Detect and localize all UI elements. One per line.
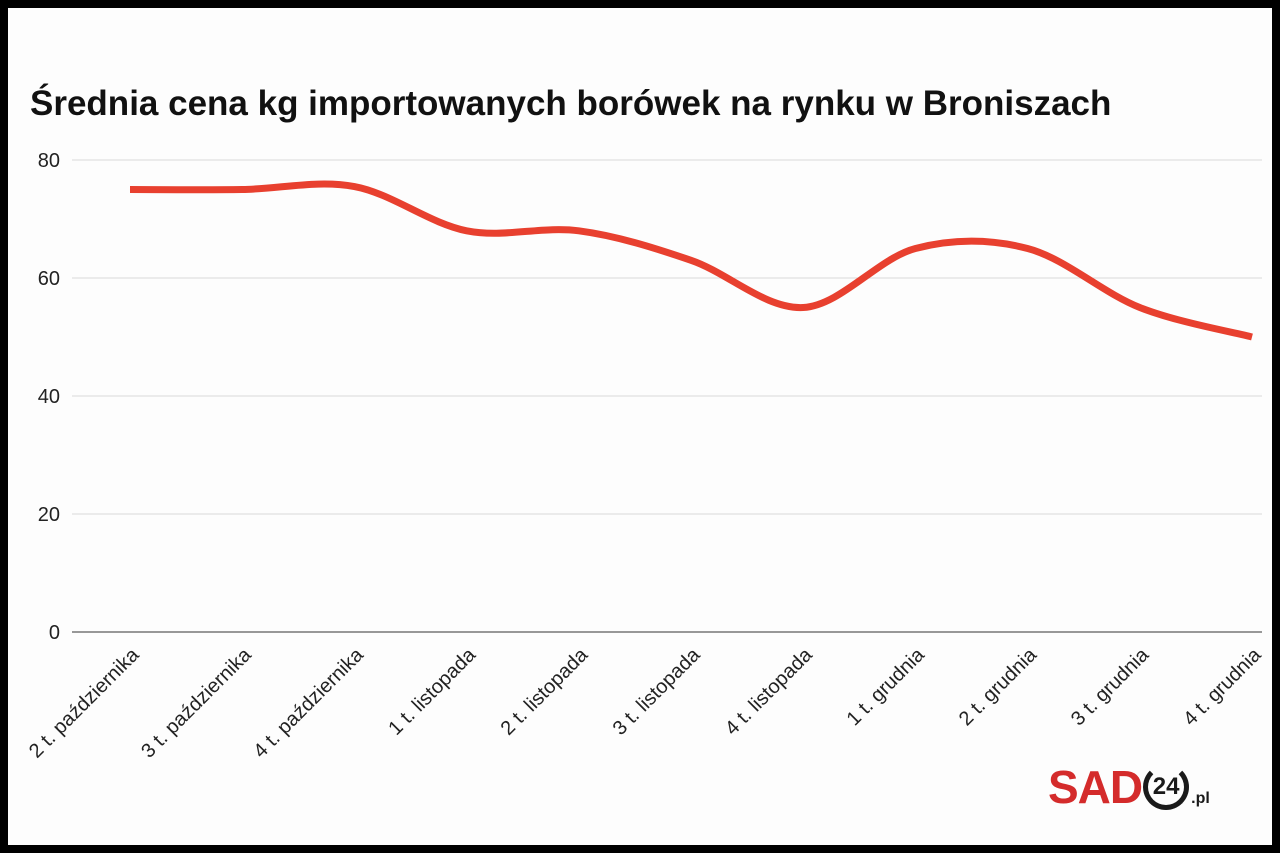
x-tick-label: 1 t. listopada (384, 643, 480, 739)
x-tick-label: 3 t. października (137, 643, 256, 762)
logo-pl: .pl (1191, 790, 1210, 807)
y-tick-label: 20 (38, 504, 60, 526)
x-tick-label: 2 t. października (25, 643, 144, 762)
series-line (129, 180, 1253, 341)
x-tick-label: 2 t. grudnia (955, 643, 1042, 730)
x-tick-label: 4 t. listopada (721, 643, 817, 739)
y-tick-label: 60 (38, 268, 60, 290)
logo-sad: SAD (1048, 761, 1143, 813)
y-tick-label: 0 (49, 622, 60, 644)
x-tick-label: 4 t. października (249, 643, 368, 762)
logo-24-circle-icon: 24 (1143, 764, 1190, 810)
y-tick-label: 80 (38, 150, 60, 172)
logo-24: 24 (1152, 773, 1180, 800)
y-tick-label: 40 (38, 386, 60, 408)
x-tick-label: 4 t. grudnia (1179, 643, 1266, 730)
x-tick-label: 2 t. listopada (497, 643, 593, 739)
chart-title: Średnia cena kg importowanych borówek na… (30, 84, 1112, 123)
x-tick-label: 3 t. grudnia (1067, 643, 1154, 730)
sad24-logo: SAD 24 .pl (1048, 764, 1210, 810)
chart-frame: Średnia cena kg importowanych borówek na… (8, 8, 1272, 845)
x-tick-label: 1 t. grudnia (843, 643, 930, 730)
x-tick-label: 3 t. listopada (609, 643, 705, 739)
